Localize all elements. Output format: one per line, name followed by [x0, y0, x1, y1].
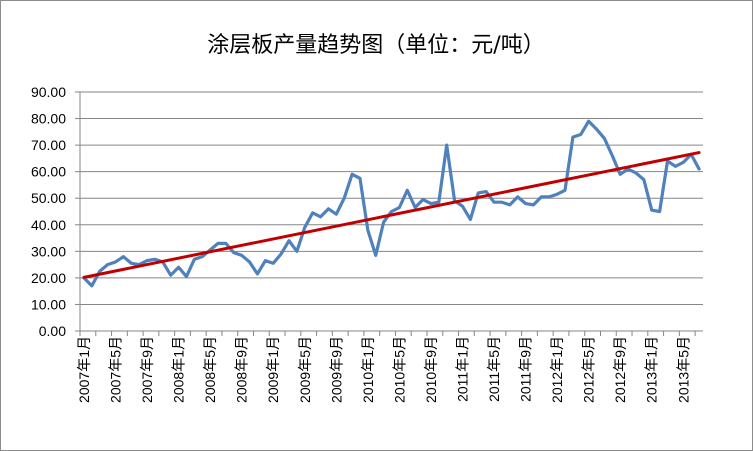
x-tick-label: 2009年1月	[265, 336, 281, 403]
y-tick-label: 10.00	[31, 296, 66, 312]
x-tick-label: 2009年9月	[328, 336, 344, 403]
y-tick-label: 90.00	[31, 84, 66, 100]
y-tick-label: 30.00	[31, 243, 66, 259]
x-tick-label: 2010年9月	[423, 336, 439, 403]
trendline	[82, 151, 701, 279]
x-axis-tick-labels: 2007年1月 2007年5月 2007年9月 2008年1月 2008年5月 2008年…	[76, 336, 691, 403]
x-tick-label: 2011年5月	[486, 336, 502, 402]
x-tick-label: 2010年1月	[360, 336, 376, 403]
x-tick-label: 2013年1月	[644, 336, 660, 403]
x-tick-label: 2011年9月	[518, 336, 534, 402]
y-tick-label: 20.00	[31, 270, 66, 286]
x-tick-label: 2008年5月	[202, 336, 218, 403]
x-tick-label: 2008年1月	[171, 336, 187, 403]
y-tick-label: 60.00	[31, 164, 66, 180]
x-tick-label: 2008年9月	[234, 336, 250, 403]
data-series	[82, 119, 701, 288]
axes	[75, 91, 703, 336]
y-tick-label: 50.00	[31, 190, 66, 206]
y-tick-label: 70.00	[31, 137, 66, 153]
y-tick-label: 0.00	[39, 323, 66, 339]
x-tick-label: 2007年1月	[76, 336, 92, 403]
gridlines	[80, 91, 703, 305]
x-tick-label: 2010年5月	[391, 336, 407, 403]
x-tick-label: 2011年1月	[454, 336, 470, 402]
x-tick-label: 2012年1月	[549, 336, 565, 403]
y-axis-tick-labels: 0.00 10.00 20.00 30.00 40.00 50.00 60.00 70.00 8…	[31, 84, 66, 339]
x-tick-label: 2009年5月	[297, 336, 313, 403]
x-tick-label: 2012年9月	[612, 336, 628, 403]
x-tick-label: 2007年9月	[139, 336, 155, 403]
series-line	[82, 119, 701, 288]
y-tick-label: 80.00	[31, 111, 66, 127]
x-tick-label: 2013年5月	[675, 336, 691, 403]
chart-title: 涂层板产量趋势图（单位：元/吨）	[207, 33, 544, 58]
y-tick-label: 40.00	[31, 217, 66, 233]
x-tick-label: 2012年5月	[581, 336, 597, 403]
x-tick-label: 2007年5月	[107, 336, 123, 403]
